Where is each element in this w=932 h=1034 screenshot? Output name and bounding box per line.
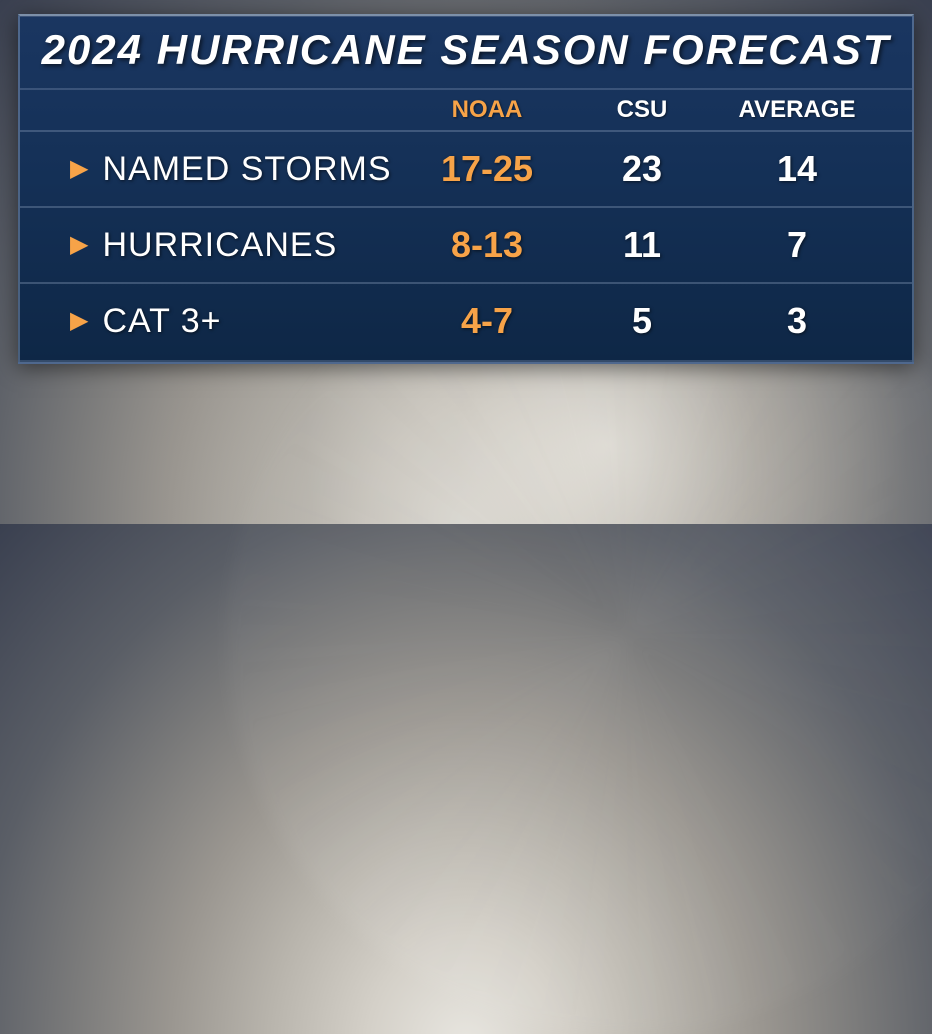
value-average: 3 [712, 300, 882, 342]
value-noaa: 8-13 [402, 224, 572, 266]
header-csu: CSU [572, 96, 712, 124]
row-label-text: CAT 3+ [102, 302, 221, 341]
arrow-icon: ▶ [70, 233, 88, 257]
value-noaa: 4-7 [402, 300, 572, 342]
row-label: ▶ NAMED STORMS [70, 150, 402, 189]
row-label-text: HURRICANES [102, 226, 337, 265]
table-row: ▶ NAMED STORMS 17-25 23 14 [20, 130, 912, 206]
row-label-text: NAMED STORMS [102, 150, 391, 189]
value-average: 14 [712, 148, 882, 190]
value-csu: 5 [572, 300, 712, 342]
title-bar: 2024 HURRICANE SEASON FORECAST [20, 16, 912, 88]
header-average: AVERAGE [712, 96, 882, 124]
value-csu: 11 [572, 224, 712, 266]
arrow-icon: ▶ [70, 157, 88, 181]
arrow-icon: ▶ [70, 309, 88, 333]
value-noaa: 17-25 [402, 148, 572, 190]
header-row: NOAA CSU AVERAGE [20, 88, 912, 130]
row-label: ▶ CAT 3+ [70, 302, 402, 341]
forecast-panel: 2024 HURRICANE SEASON FORECAST NOAA CSU … [18, 14, 914, 364]
header-spacer [70, 96, 402, 124]
header-noaa: NOAA [402, 96, 572, 124]
value-csu: 23 [572, 148, 712, 190]
panel-title: 2024 HURRICANE SEASON FORECAST [40, 26, 892, 74]
table-row: ▶ CAT 3+ 4-7 5 3 [20, 282, 912, 362]
table-row: ▶ HURRICANES 8-13 11 7 [20, 206, 912, 282]
row-label: ▶ HURRICANES [70, 226, 402, 265]
value-average: 7 [712, 224, 882, 266]
